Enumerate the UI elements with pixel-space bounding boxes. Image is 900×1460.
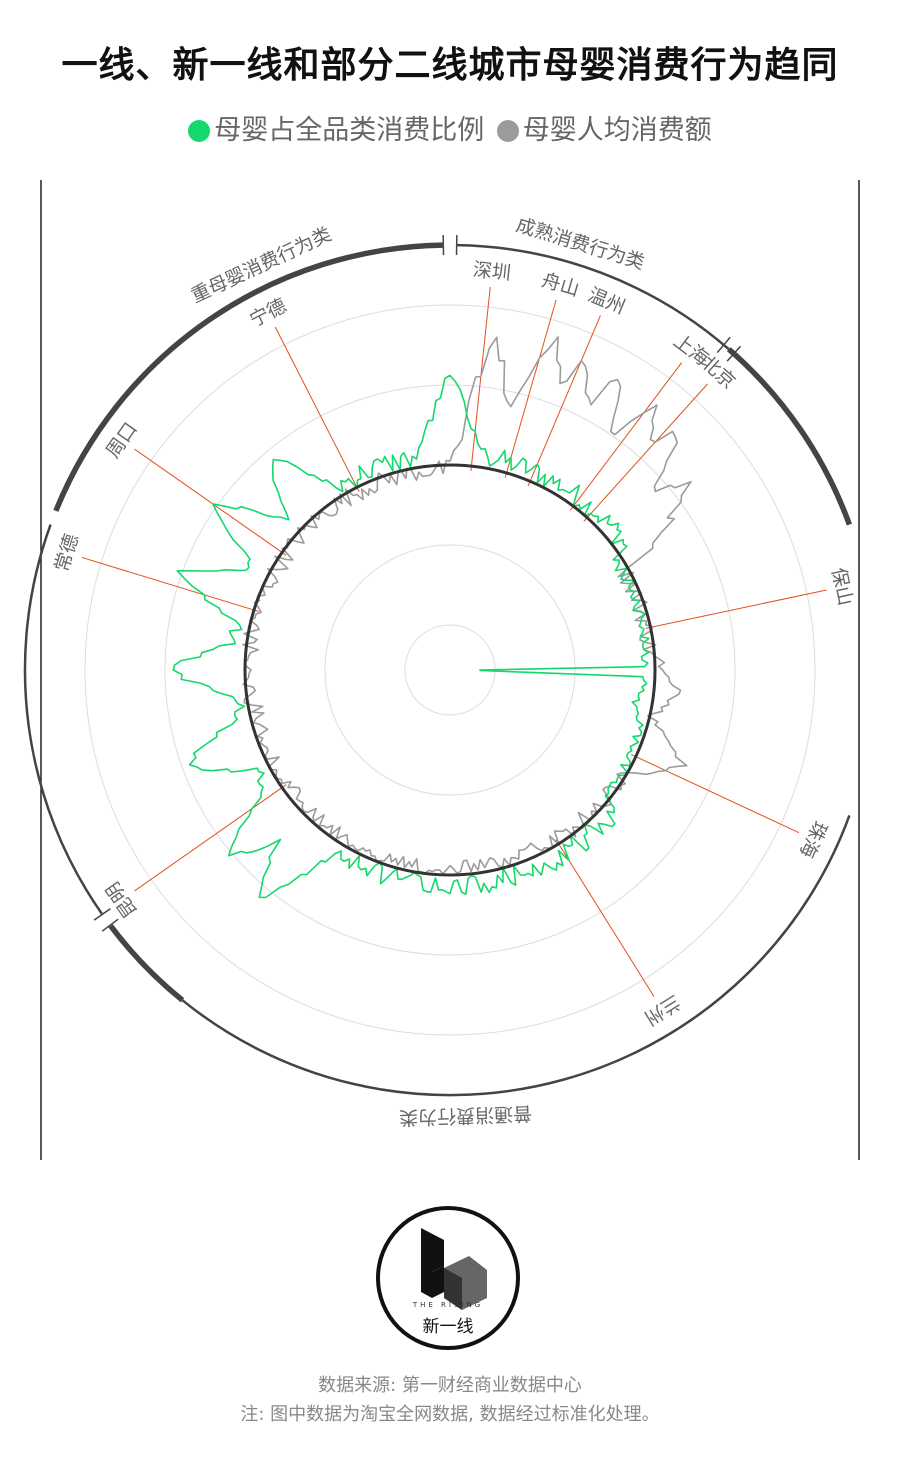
grid-circle-1 [324,544,576,796]
logo-name: 新一线 [422,1317,474,1337]
city-label-2: 温州 [585,284,629,319]
category-arc-3 [53,242,443,512]
arc-break-1-0 [716,336,731,354]
base-ring [243,463,657,877]
legend: 母婴占全品类消费比例 母婴人均消费额 [0,108,900,147]
legend-item-green: 母婴占全品类消费比例 [188,115,493,146]
city-label-11: 宁德 [246,295,290,332]
logo-mark-icon [421,1228,487,1310]
city-leader-5 [645,589,827,629]
category-arc-0 [457,243,730,351]
city-leader-9 [81,556,259,613]
city-label-8: 昆明 [102,878,142,922]
data-note: 注: 图中数据为淘宝全网数据, 数据经过标准化处理。 [240,1404,660,1425]
city-leader-0 [470,287,491,472]
legend-dot-gray [496,120,519,142]
legend-label-gray: 母婴人均消费额 [522,115,712,146]
city-leader-1 [504,299,557,478]
arc-break-2-1 [93,908,111,921]
city-leader-7 [555,839,655,997]
city-label-1: 舟山 [539,269,582,301]
legend-dot-green [188,120,211,142]
city-leader-2 [527,315,601,487]
category-arc-4 [181,814,851,1097]
arc-break-1-1 [726,345,742,362]
city-leader-10 [134,448,287,556]
city-label-0: 深圳 [472,259,512,285]
logo: THE RISING 新一线 [376,1206,520,1350]
category-arc-2 [23,524,103,915]
city-label-10: 周口 [102,418,142,462]
city-label-6: 珠海 [795,817,831,861]
legend-label-green: 母婴占全品类消费比例 [214,115,485,146]
city-leader-8 [134,784,287,892]
city-label-5: 保山 [827,566,856,608]
grid-circle-3 [164,384,736,956]
category-arc-1 [726,347,852,526]
city-leader-3 [569,362,683,511]
page-title: 一线、新一线和部分二线城市母婴消费行为趋同 [61,45,839,86]
arc-break-2-0 [101,918,119,932]
category-arc-5 [108,924,185,1003]
legend-item-gray: 母婴人均消费额 [496,115,712,146]
city-leader-4 [583,383,708,522]
logo-tagline: THE RISING [412,1301,484,1309]
city-leaders [81,287,827,997]
data-series [172,336,692,899]
city-label-9: 常德 [51,532,83,575]
city-leader-11 [274,326,360,493]
series-green-line [172,374,650,899]
city-label-7: 兰州 [640,990,684,1029]
category-arcs [23,235,852,1097]
category-label-2: 普通消费行为类 [399,1102,533,1129]
grid-circle-2 [244,464,656,876]
data-source: 数据来源: 第一财经商业数据中心 [318,1375,582,1396]
series-gray-line [242,336,692,875]
grid-circle-4 [84,304,816,1036]
city-leader-6 [631,754,800,834]
grid-circles [84,304,816,1036]
